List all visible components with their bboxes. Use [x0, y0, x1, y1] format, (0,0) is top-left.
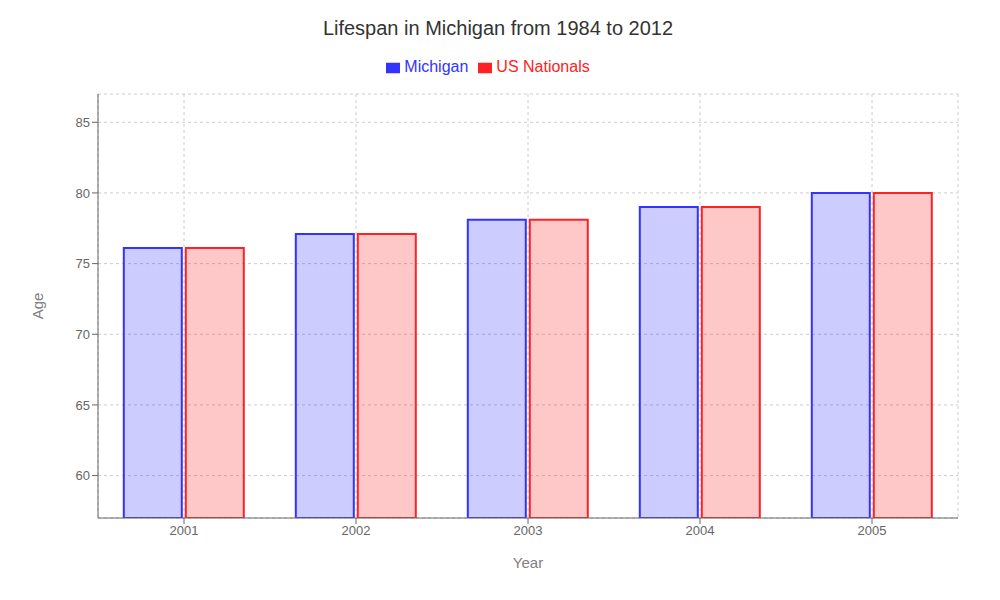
- svg-text:2004: 2004: [686, 523, 715, 538]
- svg-text:65: 65: [76, 398, 90, 413]
- svg-text:70: 70: [76, 327, 90, 342]
- html-text:Lifespan in Michigan from 1984: Lifespan in Michigan from 1984 to 2012: [322, 17, 674, 39]
- svg-text:Age: Age: [29, 293, 46, 320]
- svg-text:80: 80: [76, 186, 90, 201]
- svg-text:Year: Year: [513, 554, 543, 571]
- svg-text:2001: 2001: [170, 523, 199, 538]
- svg-text:85: 85: [76, 115, 90, 130]
- svg-text:75: 75: [76, 256, 90, 271]
- svg-text:2002: 2002: [342, 523, 371, 538]
- html-text:US Nationals: US Nationals: [496, 58, 590, 75]
- html-text:Michigan: Michigan: [404, 58, 469, 75]
- svg-text:60: 60: [76, 468, 90, 483]
- svg-text:2005: 2005: [858, 523, 887, 538]
- svg-text:2003: 2003: [514, 523, 543, 538]
